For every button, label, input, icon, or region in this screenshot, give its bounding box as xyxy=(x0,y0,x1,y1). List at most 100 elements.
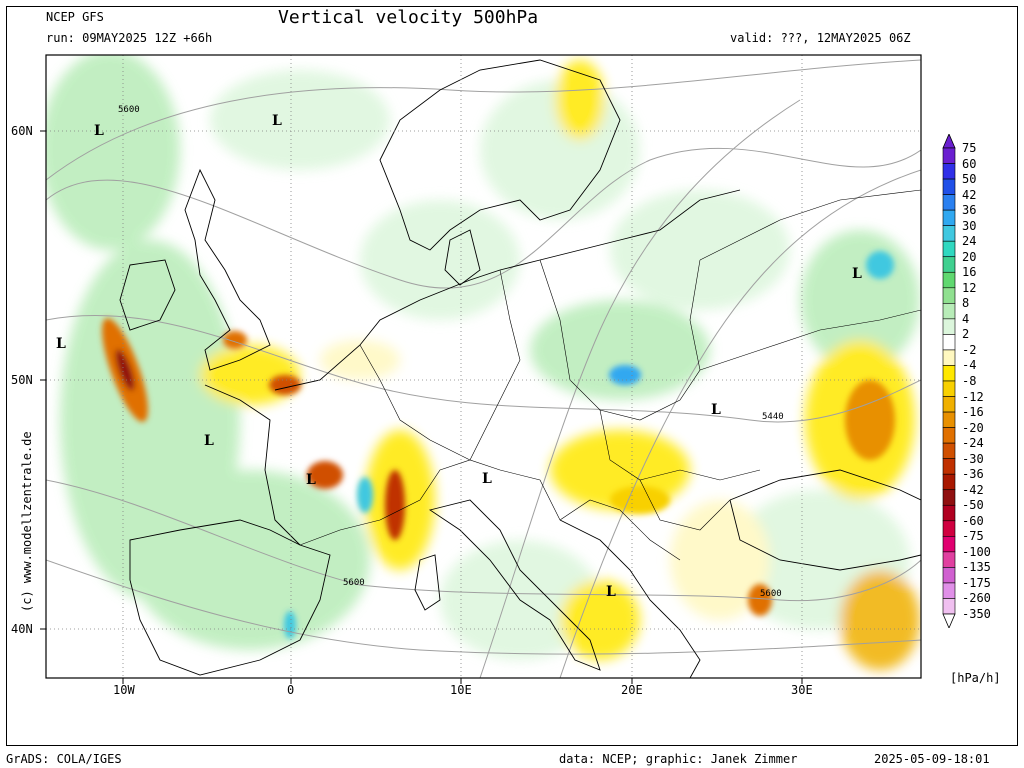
geopotential-contours xyxy=(46,59,921,678)
colorbar-swatch xyxy=(942,334,956,351)
colorbar-level-label: -24 xyxy=(962,436,984,451)
lon-label: 0 xyxy=(287,683,294,697)
colorbar-level-label: -50 xyxy=(962,498,984,513)
colorbar-level-label: -75 xyxy=(962,529,984,544)
low-marker: L xyxy=(94,123,104,139)
colorbar-swatch xyxy=(942,318,956,335)
low-marker: L xyxy=(606,584,616,600)
contour-label: 5600 xyxy=(343,578,365,588)
lon-label: 30E xyxy=(791,683,813,697)
colorbar-swatch xyxy=(942,163,956,180)
colorbar-swatch xyxy=(942,178,956,195)
colorbar-level-label: -16 xyxy=(962,405,984,420)
low-marker: L xyxy=(306,472,316,488)
colorbar-level-label: -2 xyxy=(962,342,977,357)
colorbar-level-label: -350 xyxy=(962,607,991,621)
footer-middle: data: NCEP; graphic: Janek Zimmer xyxy=(559,752,798,766)
colorbar-swatch xyxy=(942,458,956,475)
colorbar-level-label: -60 xyxy=(962,513,984,528)
colorbar-level-label: 30 xyxy=(962,218,977,233)
colorbar-level-label: 75 xyxy=(962,141,977,155)
lat-label: 50N xyxy=(11,373,33,387)
run-info: run: 09MAY2025 12Z +66h xyxy=(46,31,213,45)
colorbar-swatch xyxy=(942,536,956,553)
lat-label: 60N xyxy=(11,124,33,138)
low-marker: L xyxy=(852,266,862,282)
colorbar-level-label: -12 xyxy=(962,389,984,404)
colorbar-swatch xyxy=(942,567,956,584)
colorbar-swatch xyxy=(942,256,956,273)
colorbar-swatch xyxy=(942,303,956,320)
lat-label: 40N xyxy=(11,622,33,636)
colorbar-top-arrow xyxy=(942,134,956,149)
low-marker: L xyxy=(56,336,66,352)
model-name: NCEP GFS xyxy=(46,10,104,24)
colorbar-swatch xyxy=(942,504,956,522)
colorbar-level-label: 60 xyxy=(962,156,977,171)
side-credit: (c) www.modellzentrale.de xyxy=(20,431,34,612)
colorbar-level-label: 4 xyxy=(962,311,970,326)
lon-label: 20E xyxy=(621,683,643,697)
colorbar-level-label: 50 xyxy=(962,172,977,187)
colorbar-level-label: -42 xyxy=(962,482,984,497)
colorbar-swatch xyxy=(942,396,956,413)
colorbar-swatch xyxy=(942,598,956,615)
colorbar xyxy=(942,134,956,628)
colorbar-swatch xyxy=(942,473,956,491)
unit-label: [hPa/h] xyxy=(950,671,1001,685)
colorbar-swatch xyxy=(942,427,956,444)
contour-label: 5600 xyxy=(760,589,782,599)
footer-right: 2025-05-09-18:01 xyxy=(874,752,990,766)
colorbar-swatch xyxy=(942,582,956,599)
colorbar-level-label: 2 xyxy=(962,327,970,342)
colorbar-level-label: 20 xyxy=(962,249,977,264)
low-marker: L xyxy=(482,471,492,487)
colorbar-level-label: -30 xyxy=(962,451,984,466)
colorbar-swatch xyxy=(942,349,956,366)
valid-info: valid: ???, 12MAY2025 06Z xyxy=(730,31,911,45)
colorbar-swatch xyxy=(942,489,956,506)
colorbar-swatch xyxy=(942,147,956,164)
colorbar-level-label: -260 xyxy=(962,591,991,606)
colorbar-swatch xyxy=(942,240,956,258)
colorbar-level-label: 36 xyxy=(962,203,977,218)
colorbar-swatch xyxy=(942,225,956,242)
colorbar-level-label: -175 xyxy=(962,575,991,590)
coastlines xyxy=(119,59,921,678)
low-marker: L xyxy=(272,113,282,129)
colorbar-swatch xyxy=(942,194,956,211)
outer-frame xyxy=(6,6,1018,746)
contour-label: 5600 xyxy=(118,105,140,115)
colorbar-level-label: 42 xyxy=(962,187,977,202)
colorbar-swatch xyxy=(942,209,956,226)
low-marker: L xyxy=(711,402,721,418)
colorbar-swatch xyxy=(942,287,956,304)
colorbar-level-label: -36 xyxy=(962,467,984,482)
colorbar-level-label: 16 xyxy=(962,265,977,280)
colorbar-level-label: -20 xyxy=(962,420,984,435)
colorbar-swatch xyxy=(942,365,956,382)
colorbar-swatch xyxy=(942,551,956,568)
page-title: Vertical velocity 500hPa xyxy=(278,7,539,28)
colorbar-level-label: -135 xyxy=(962,560,991,575)
colorbar-swatch xyxy=(942,442,956,459)
country-borders xyxy=(299,189,921,561)
colorbar-bottom-arrow xyxy=(942,613,956,628)
contour-label: 5440 xyxy=(762,412,784,422)
colorbar-level-label: 24 xyxy=(962,234,977,249)
colorbar-level-label: -100 xyxy=(962,544,991,559)
colorbar-swatch xyxy=(942,411,956,428)
colorbar-level-label: -4 xyxy=(962,358,977,373)
low-marker: L xyxy=(204,433,214,449)
axis-ticks xyxy=(40,130,803,684)
lon-label: 10W xyxy=(113,683,135,697)
lon-label: 10E xyxy=(450,683,472,697)
colorbar-level-label: 8 xyxy=(962,296,970,311)
colorbar-level-label: -8 xyxy=(962,374,977,388)
colorbar-swatch xyxy=(942,380,956,397)
colorbar-swatch xyxy=(942,520,956,537)
colorbar-swatch xyxy=(942,271,956,289)
map-frame xyxy=(45,54,922,679)
colorbar-level-label: 12 xyxy=(962,280,977,295)
